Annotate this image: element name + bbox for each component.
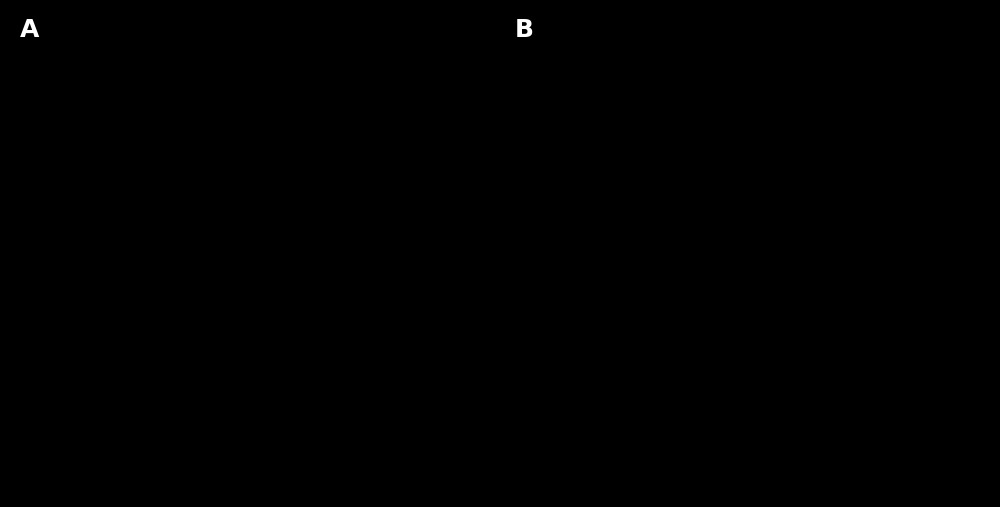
Text: A: A (20, 18, 39, 42)
Text: B: B (515, 18, 534, 42)
